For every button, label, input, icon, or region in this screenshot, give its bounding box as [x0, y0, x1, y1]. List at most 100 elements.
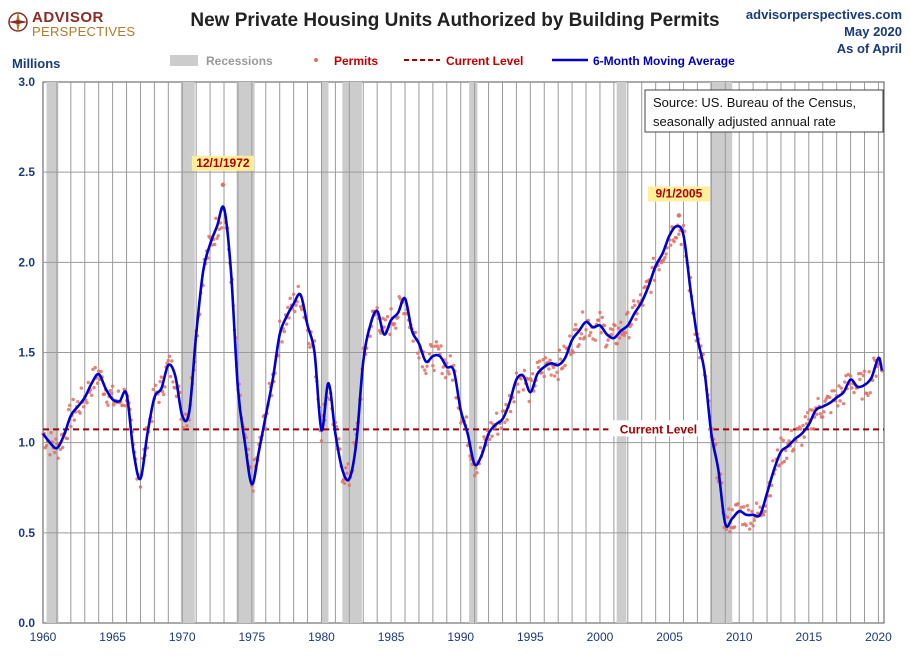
permit-point [109, 391, 114, 396]
permit-point [485, 428, 490, 433]
permit-point [404, 312, 408, 316]
permit-point [802, 435, 806, 439]
y-tick-label: 0.5 [18, 526, 35, 540]
permit-point [319, 439, 324, 443]
permit-point [530, 372, 535, 376]
permit-point [472, 473, 477, 478]
permit-point [798, 427, 803, 431]
x-tick-label: 1980 [308, 630, 335, 644]
permit-point [657, 268, 661, 272]
permit-point [496, 432, 500, 436]
permit-point [569, 352, 573, 357]
permit-point [547, 367, 551, 371]
permit-point [541, 358, 545, 362]
permit-point [761, 513, 766, 517]
permit-point [781, 438, 785, 443]
legend-recessions-label: Recessions [206, 54, 273, 68]
x-tick-label: 2015 [795, 630, 822, 644]
permit-point [447, 372, 451, 376]
permit-point [527, 399, 531, 404]
permit-point [652, 278, 657, 283]
permit-point [267, 381, 271, 386]
permit-point [609, 332, 614, 337]
permit-point [771, 459, 775, 463]
permit-point [768, 494, 773, 498]
permit-point [555, 370, 559, 375]
permit-point [112, 403, 116, 407]
permit-point [92, 385, 96, 390]
permit-point [551, 365, 556, 370]
permit-point [56, 456, 60, 460]
permit-point [464, 415, 469, 419]
permit-point [382, 325, 386, 329]
permit-point [841, 402, 846, 406]
permit-point [161, 392, 166, 397]
permit-point [425, 364, 429, 368]
permit-point [296, 284, 300, 289]
permit-point [280, 340, 284, 344]
permit-point [553, 374, 557, 378]
permit-point [754, 501, 759, 505]
permit-point [862, 369, 867, 373]
permit-point [557, 348, 562, 352]
permit-point [725, 515, 730, 519]
logo-text: ADVISOR [32, 9, 104, 26]
permit-point [347, 483, 352, 487]
permit-point [588, 330, 593, 335]
source-note-line: Source: US. Bureau of the Census, [653, 95, 856, 110]
permit-point [626, 310, 630, 315]
logo-subtext: PERSPECTIVES [32, 24, 136, 39]
permit-point [501, 409, 506, 413]
site-url[interactable]: advisorperspectives.com [745, 7, 902, 22]
permit-point [584, 328, 588, 332]
permit-point [394, 326, 398, 330]
permit-point [633, 303, 637, 308]
permit-point [779, 436, 783, 440]
permit-point [90, 393, 94, 397]
permit-point [219, 226, 224, 230]
permit-point [478, 445, 483, 450]
permit-point [744, 523, 748, 528]
permit-point [69, 424, 73, 429]
permit-point [300, 307, 304, 312]
permit-point [76, 399, 80, 404]
permit-point [448, 354, 452, 358]
permit-point [583, 335, 587, 339]
y-tick-label: 3.0 [18, 75, 35, 89]
permit-point [65, 436, 70, 441]
permit-point [804, 421, 809, 426]
permit-point [413, 330, 418, 335]
permit-point [611, 327, 615, 332]
permit-point [251, 489, 255, 493]
x-tick-label: 1965 [99, 630, 126, 644]
permit-point [827, 395, 832, 400]
permit-point [158, 379, 162, 384]
peak-label: 9/1/2005 [656, 186, 703, 200]
permit-point [764, 504, 768, 508]
permit-point [839, 386, 844, 390]
permit-point [681, 223, 686, 228]
y-tick-label: 2.0 [18, 255, 35, 269]
permit-point [213, 242, 217, 247]
permit-point [747, 527, 752, 531]
permit-point [727, 507, 731, 511]
permit-point [105, 400, 109, 404]
permit-point [638, 293, 643, 297]
permit-point [858, 377, 862, 382]
permit-point [61, 445, 65, 450]
permit-point [181, 426, 186, 430]
permit-point [388, 332, 392, 337]
permit-point [597, 318, 601, 322]
permit-point [389, 307, 393, 311]
permit-point [561, 366, 565, 370]
permit-point [423, 368, 427, 372]
permit-point [515, 382, 520, 386]
permit-point [562, 344, 566, 348]
permit-point [417, 356, 421, 360]
permit-point [631, 299, 636, 303]
moving-average-line [41, 205, 884, 528]
permit-point [850, 386, 854, 390]
permit-point [392, 322, 397, 326]
permit-point [722, 525, 726, 530]
permit-point [832, 389, 837, 393]
